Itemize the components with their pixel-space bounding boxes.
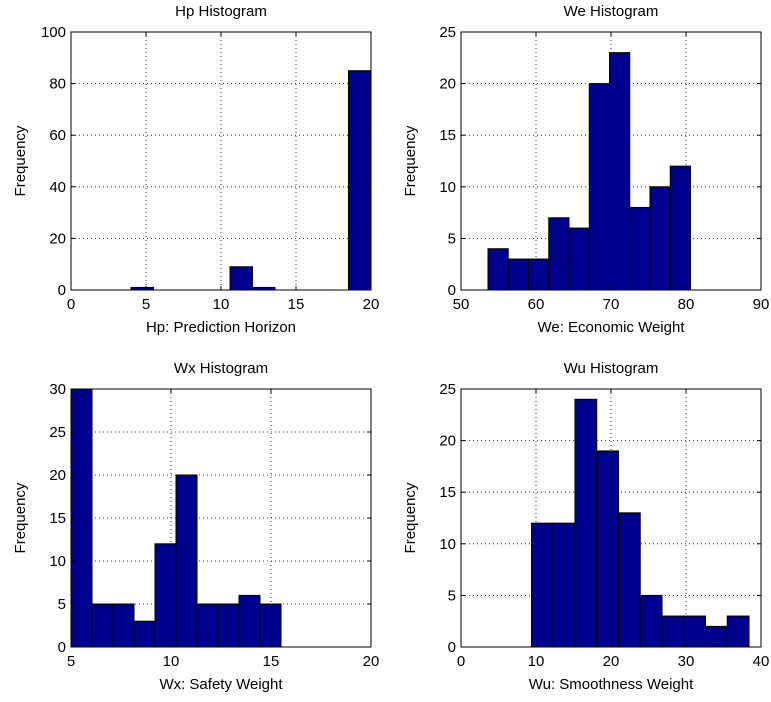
we-bar [568, 227, 590, 291]
wu-xtick-label: 30 [678, 653, 695, 670]
wx-bar [259, 603, 282, 648]
wu-bar [618, 512, 641, 648]
we-histogram: 50 60 70 80 90 0 5 10 15 20 25 We Histogram We: Econ… [402, 3, 769, 336]
wx-ytick-label: 30 [49, 381, 66, 398]
wx-ytick-label: 15 [49, 510, 66, 527]
hp-ylabel: Frequency [12, 125, 29, 196]
we-xlabel: We: Economic Weight [537, 319, 685, 336]
wu-xtick-label: 0 [457, 653, 465, 670]
wu-ytick-label: 15 [439, 484, 456, 501]
hp-xtick-label: 5 [142, 296, 150, 313]
wx-xtick-label: 10 [163, 653, 180, 670]
we-bar [588, 83, 610, 291]
hp-ytick-label: 20 [49, 230, 66, 247]
wu-xlabel: Wu: Smoothness Weight [529, 676, 694, 693]
hp-ytick-label: 100 [41, 24, 66, 41]
we-bar [629, 206, 651, 291]
wu-ytick-label: 5 [448, 587, 456, 604]
wu-ytick-label: 10 [439, 536, 456, 553]
wx-xtick-label: 5 [67, 653, 75, 670]
hp-xtick-label: 10 [213, 296, 230, 313]
wx-ytick-label: 10 [49, 553, 66, 570]
wu-ytick-label: 25 [439, 381, 456, 398]
wx-bar [196, 603, 219, 648]
we-ylabel: Frequency [402, 125, 419, 196]
wu-bar [596, 450, 619, 648]
wx-bar [133, 620, 156, 648]
wx-ylabel: Frequency [12, 482, 29, 553]
we-bar [528, 258, 550, 291]
we-ytick-label: 10 [439, 179, 456, 196]
hp-xlabel: Hp: Prediction Horizon [146, 319, 296, 336]
wx-title: Wx Histogram [174, 360, 268, 377]
we-xtick-label: 70 [603, 296, 620, 313]
we-bar [669, 165, 691, 291]
wx-xtick-label: 15 [263, 653, 280, 670]
wu-xtick-label: 40 [753, 653, 770, 670]
we-title: We Histogram [564, 3, 659, 20]
wu-ytick-label: 20 [439, 433, 456, 450]
we-xtick-label: 50 [453, 296, 470, 313]
hp-bar [348, 70, 372, 291]
wx-bar [217, 603, 240, 648]
wu-bar [639, 594, 663, 648]
wx-ytick-label: 20 [49, 467, 66, 484]
we-ytick-label: 25 [439, 24, 456, 41]
wx-ytick-label: 5 [58, 596, 66, 613]
we-bar [507, 258, 529, 291]
we-ytick-label: 20 [439, 76, 456, 93]
wx-xtick-label: 20 [363, 653, 380, 670]
hp-title: Hp Histogram [175, 3, 267, 20]
we-bar [649, 186, 671, 291]
wu-histogram: 0 10 20 30 40 0 5 10 15 20 25 Wu Histogram Wu: Smoot… [402, 360, 769, 693]
hp-xtick-label: 15 [288, 296, 305, 313]
wu-bar [705, 625, 728, 648]
wx-bar [91, 603, 114, 648]
hp-xtick-label: 0 [67, 296, 75, 313]
we-bar [548, 217, 570, 291]
hp-xtick-label: 20 [363, 296, 380, 313]
wu-title: Wu Histogram [564, 360, 659, 377]
wx-bar [238, 594, 261, 648]
we-bar [487, 248, 509, 291]
wx-bar [175, 474, 198, 648]
wu-ylabel: Frequency [402, 482, 419, 553]
wu-bar [683, 615, 706, 648]
wx-ytick-label: 25 [49, 424, 66, 441]
hp-ytick-label: 0 [58, 282, 66, 299]
wu-xtick-label: 20 [603, 653, 620, 670]
we-xtick-label: 90 [753, 296, 770, 313]
wx-ytick-label: 0 [58, 639, 66, 656]
wu-xtick-label: 10 [528, 653, 545, 670]
wu-bar [661, 615, 685, 648]
we-bar [609, 52, 631, 291]
wu-bar [574, 398, 598, 648]
wu-bar [531, 522, 554, 648]
we-xtick-label: 80 [678, 296, 695, 313]
we-ytick-label: 15 [439, 127, 456, 144]
hp-bar [229, 266, 253, 291]
hp-ytick-label: 80 [49, 76, 66, 93]
we-xtick-label: 60 [528, 296, 545, 313]
wx-bar [112, 603, 135, 648]
wu-ytick-label: 0 [448, 639, 456, 656]
wu-bar [552, 522, 576, 648]
we-ytick-label: 0 [448, 282, 456, 299]
hp-ytick-label: 60 [49, 127, 66, 144]
hp-histogram: 0 5 10 15 20 0 20 40 60 80 100 Hp Histogram Hp: Pred… [12, 3, 379, 336]
wx-xlabel: Wx: Safety Weight [159, 676, 283, 693]
wx-bar [154, 543, 177, 648]
we-ytick-label: 5 [448, 230, 456, 247]
hp-ytick-label: 40 [49, 179, 66, 196]
wu-bar [726, 615, 750, 648]
